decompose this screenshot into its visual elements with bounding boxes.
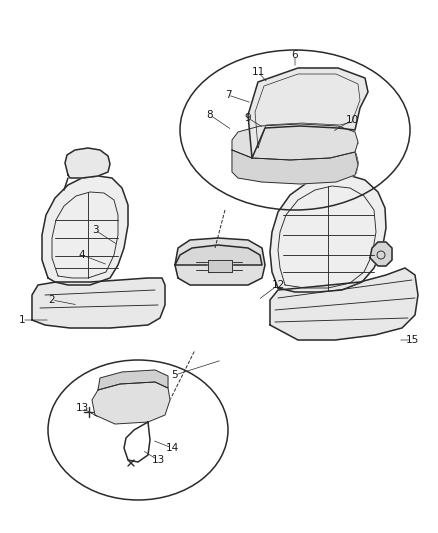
Text: 6: 6 [292,50,298,60]
Polygon shape [65,148,110,178]
Text: 8: 8 [207,110,213,120]
Text: 2: 2 [49,295,55,305]
Polygon shape [208,260,232,272]
Text: 9: 9 [245,113,251,123]
Text: 7: 7 [225,90,231,100]
Polygon shape [270,268,418,340]
Text: 4: 4 [79,250,85,260]
Text: 13: 13 [75,403,88,413]
Polygon shape [92,382,170,424]
Polygon shape [370,242,392,266]
Polygon shape [175,245,262,265]
Text: 11: 11 [251,67,265,77]
Text: 10: 10 [346,115,359,125]
Polygon shape [175,238,265,285]
Polygon shape [232,150,358,184]
Polygon shape [270,175,386,292]
Text: 13: 13 [152,455,165,465]
Text: 12: 12 [272,280,285,290]
Text: 1: 1 [19,315,25,325]
Polygon shape [305,145,358,178]
Text: 15: 15 [406,335,419,345]
Polygon shape [42,176,128,285]
Text: 3: 3 [92,225,98,235]
Polygon shape [248,68,368,158]
Polygon shape [32,278,165,328]
Text: 14: 14 [166,443,179,453]
Text: 5: 5 [172,370,178,380]
Polygon shape [98,370,168,390]
Polygon shape [232,124,358,160]
